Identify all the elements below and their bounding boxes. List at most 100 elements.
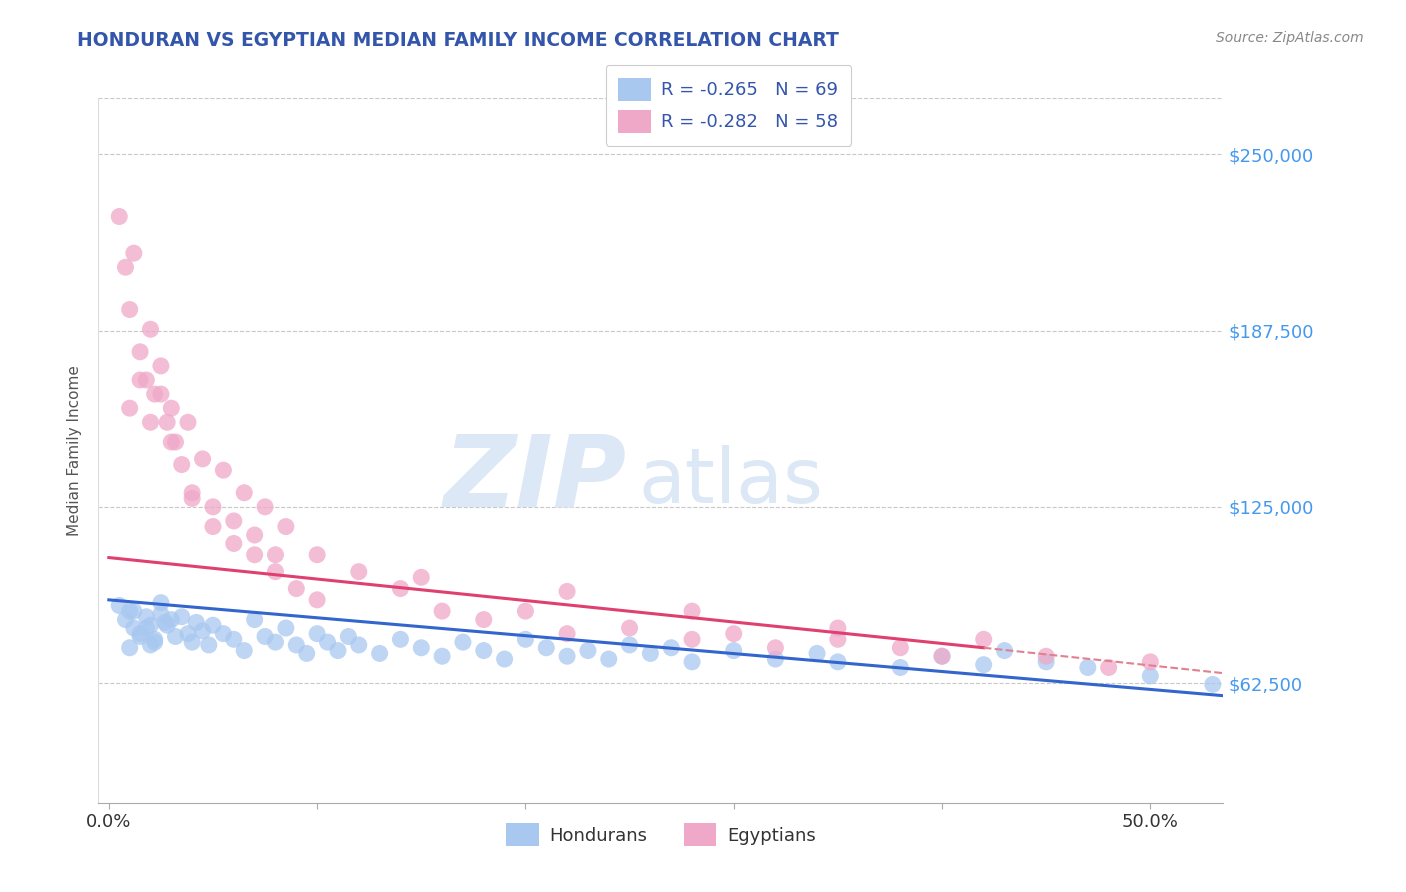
Point	[165, 435, 187, 450]
Point	[931, 649, 953, 664]
Point	[723, 626, 745, 640]
Point	[889, 660, 911, 674]
Point	[285, 582, 308, 596]
Point	[274, 519, 297, 533]
Point	[307, 626, 329, 640]
Point	[973, 632, 995, 647]
Point	[222, 514, 245, 528]
Point	[411, 570, 433, 584]
Point	[135, 373, 157, 387]
Point	[973, 657, 995, 672]
Point	[430, 604, 453, 618]
Point	[326, 643, 349, 657]
Point	[222, 536, 245, 550]
Point	[806, 647, 828, 661]
Point	[536, 640, 558, 655]
Point	[681, 604, 703, 618]
Point	[723, 643, 745, 657]
Point	[763, 652, 786, 666]
Point	[254, 630, 277, 644]
Point	[285, 638, 308, 652]
Point	[177, 415, 200, 429]
Point	[156, 415, 179, 429]
Point	[122, 246, 145, 260]
Text: HONDURAN VS EGYPTIAN MEDIAN FAMILY INCOME CORRELATION CHART: HONDURAN VS EGYPTIAN MEDIAN FAMILY INCOM…	[77, 31, 839, 50]
Point	[212, 626, 235, 640]
Point	[129, 344, 152, 359]
Point	[129, 630, 152, 644]
Point	[160, 401, 183, 416]
Point	[1139, 669, 1161, 683]
Point	[143, 632, 166, 647]
Point	[368, 647, 391, 661]
Point	[170, 458, 193, 472]
Point	[233, 485, 256, 500]
Point	[274, 621, 297, 635]
Legend: Hondurans, Egyptians: Hondurans, Egyptians	[499, 816, 823, 854]
Point	[347, 565, 370, 579]
Point	[264, 635, 287, 649]
Point	[149, 387, 172, 401]
Point	[264, 565, 287, 579]
Point	[1077, 660, 1099, 674]
Point	[160, 613, 183, 627]
Point	[143, 635, 166, 649]
Point	[149, 596, 172, 610]
Point	[139, 618, 162, 632]
Point	[555, 584, 578, 599]
Point	[139, 415, 162, 429]
Point	[114, 613, 136, 627]
Point	[108, 599, 131, 613]
Text: Source: ZipAtlas.com: Source: ZipAtlas.com	[1216, 31, 1364, 45]
Point	[201, 500, 224, 514]
Point	[108, 210, 131, 224]
Point	[451, 635, 474, 649]
Point	[931, 649, 953, 664]
Point	[201, 519, 224, 533]
Point	[222, 632, 245, 647]
Point	[122, 621, 145, 635]
Point	[191, 451, 214, 466]
Point	[149, 359, 172, 373]
Point	[118, 604, 141, 618]
Point	[181, 485, 204, 500]
Point	[640, 647, 662, 661]
Point	[681, 632, 703, 647]
Point	[186, 615, 208, 630]
Point	[1139, 655, 1161, 669]
Point	[118, 401, 141, 416]
Point	[681, 655, 703, 669]
Point	[177, 626, 200, 640]
Point	[472, 613, 495, 627]
Point	[430, 649, 453, 664]
Point	[160, 435, 183, 450]
Point	[555, 649, 578, 664]
Point	[515, 632, 537, 647]
Point	[1098, 660, 1121, 674]
Point	[264, 548, 287, 562]
Point	[827, 632, 849, 647]
Y-axis label: Median Family Income: Median Family Income	[66, 365, 82, 536]
Point	[515, 604, 537, 618]
Point	[555, 626, 578, 640]
Point	[619, 621, 641, 635]
Point	[307, 592, 329, 607]
Point	[153, 615, 176, 630]
Point	[122, 604, 145, 618]
Point	[472, 643, 495, 657]
Point	[389, 632, 412, 647]
Point	[243, 528, 266, 542]
Point	[347, 638, 370, 652]
Point	[243, 613, 266, 627]
Point	[1035, 649, 1057, 664]
Point	[494, 652, 516, 666]
Point	[135, 609, 157, 624]
Point	[1202, 677, 1225, 691]
Point	[389, 582, 412, 596]
Text: ZIP: ZIP	[444, 430, 627, 527]
Point	[129, 373, 152, 387]
Text: atlas: atlas	[638, 445, 823, 519]
Point	[181, 491, 204, 506]
Point	[337, 630, 360, 644]
Point	[149, 607, 172, 621]
